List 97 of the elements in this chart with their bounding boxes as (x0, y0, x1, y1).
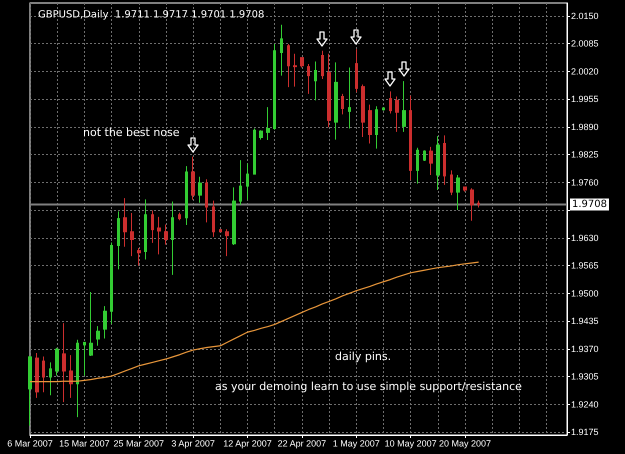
candlestick (212, 200, 215, 238)
y-tick-label: 2.0085 (571, 38, 599, 49)
y-tick-label: 1.9435 (571, 316, 599, 326)
candlestick (293, 53, 297, 88)
candlestick (151, 210, 154, 244)
candlestick (334, 62, 338, 140)
candlestick (368, 104, 372, 144)
annotation: daily pins. (335, 350, 392, 363)
candlestick (164, 224, 168, 246)
candlestick (239, 160, 242, 206)
candlestick (28, 356, 32, 426)
y-tick-label: 1.9565 (571, 260, 599, 271)
candlestick (470, 188, 474, 222)
candlestick (327, 53, 331, 128)
x-tick-label: 1 May 2007 (332, 438, 380, 448)
line-series (29, 262, 480, 382)
y-tick-label: 1.9955 (571, 94, 599, 104)
y-tick-label: 1.9500 (571, 288, 599, 298)
candlestick (123, 198, 127, 248)
candlestick (307, 64, 310, 94)
candlestick (321, 50, 324, 80)
candlestick (389, 90, 392, 114)
candlestick (375, 106, 378, 150)
x-tick-label: 20 May 2007 (439, 438, 492, 448)
candlestick (463, 186, 467, 192)
candlestick (137, 248, 141, 266)
candlestick (273, 43, 276, 130)
candlestick (443, 134, 446, 186)
candlestick (314, 60, 317, 101)
candlestick (205, 178, 208, 223)
candlestick (395, 96, 399, 132)
candlestick (89, 291, 93, 357)
candlestick (103, 306, 107, 340)
candlestick (436, 136, 440, 190)
candlestick (450, 170, 453, 196)
candlestick (423, 150, 426, 162)
candlestick (62, 322, 66, 403)
x-tick-label: 3 Apr 2007 (171, 438, 215, 448)
annotation: not the best nose (83, 126, 180, 139)
candlestick (259, 130, 263, 140)
candlestick (83, 342, 86, 376)
candlestick (232, 186, 236, 246)
x-tick-label: 12 Apr 2007 (223, 438, 272, 448)
candlestick (477, 200, 480, 208)
y-tick-label: 1.9240 (571, 399, 599, 410)
candlestick (69, 354, 73, 398)
y-tick-label: 1.9305 (571, 372, 599, 382)
candlestick (341, 93, 344, 115)
candlestick (266, 106, 270, 141)
annotation: as your demoing learn to use simple support/resistance (215, 380, 522, 393)
candlestick (49, 362, 52, 396)
x-tick-label: 22 Apr 2007 (278, 438, 326, 448)
candlestick (246, 163, 249, 200)
candlestick (300, 56, 304, 68)
candlestick (287, 43, 290, 88)
candlestick (96, 326, 100, 346)
candlestick (110, 242, 113, 325)
candlestick (191, 156, 195, 200)
candlestick (178, 212, 181, 221)
y-tick-label: 1.9370 (571, 344, 599, 354)
candlestick (55, 347, 59, 376)
candlestick (171, 201, 174, 276)
candlestick (219, 229, 222, 233)
x-tick-label: 25 Mar 2007 (113, 438, 164, 448)
y-tick-label: 1.9630 (571, 232, 599, 243)
ref-line-label: 1.9708 (572, 198, 607, 210)
candlestick (429, 146, 433, 176)
x-tick-label: 6 Mar 2007 (7, 438, 53, 448)
candlestick (76, 339, 79, 418)
candlestick (35, 352, 39, 398)
x-tick-label: 10 May 2007 (384, 438, 437, 448)
y-tick-label: 1.9825 (571, 150, 599, 160)
y-tick-label: 1.9760 (571, 177, 599, 188)
candlestick (382, 106, 385, 112)
y-tick-label: 2.0150 (571, 10, 599, 21)
candlestick (42, 356, 45, 393)
candlestick (456, 174, 460, 211)
candlestick (409, 95, 412, 181)
candlestick (198, 176, 202, 204)
y-tick-label: 1.9890 (571, 122, 599, 132)
candlestick (225, 228, 229, 257)
y-tick-label: 2.0020 (571, 66, 599, 76)
candlestick (348, 66, 351, 129)
x-tick-label: 15 Mar 2007 (59, 438, 110, 448)
candlestick (253, 128, 256, 175)
candlestick (416, 147, 419, 184)
candlestick (402, 80, 406, 132)
candlestick (130, 212, 134, 257)
candlestick (144, 198, 147, 260)
candlestick (185, 166, 188, 226)
candlestick (157, 216, 161, 255)
candlestick (280, 24, 283, 76)
y-tick-label: 1.9175 (571, 427, 599, 438)
candlestick (361, 84, 365, 138)
candlestick (355, 48, 358, 93)
candlestick (117, 210, 120, 270)
text: GBPUSD,Daily 1.9711 1.9717 1.9701 1.9708 (38, 10, 264, 20)
